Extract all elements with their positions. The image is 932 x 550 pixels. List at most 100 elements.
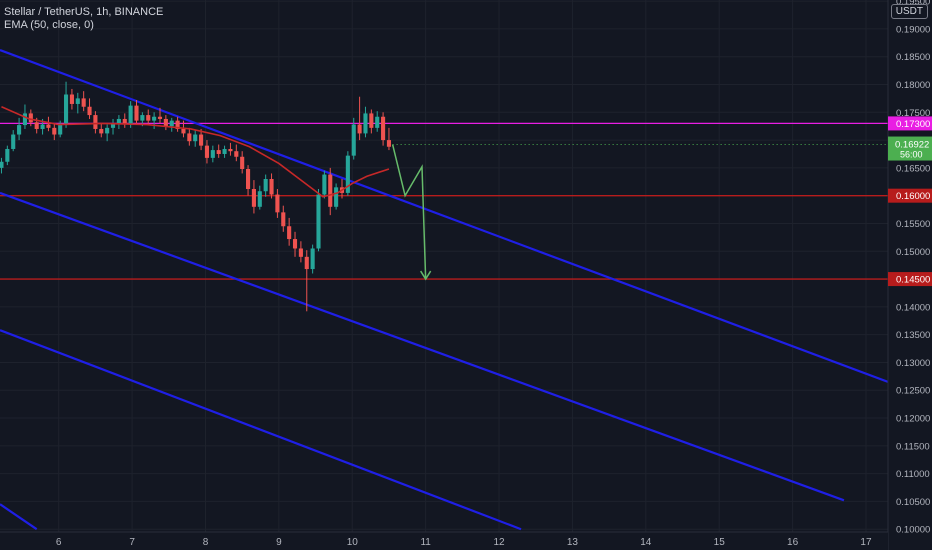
y-tick-label: 0.12000	[896, 414, 930, 425]
y-tick-label: 0.14000	[896, 302, 930, 313]
channel-trendline	[0, 503, 38, 531]
y-tick-label: 0.16500	[896, 163, 930, 174]
candle-body	[251, 189, 256, 207]
candle-body	[163, 118, 168, 127]
candle-body	[169, 120, 174, 127]
candle-body	[369, 113, 374, 128]
candle-body	[298, 248, 303, 257]
candle-body	[222, 148, 227, 154]
x-tick-label: 13	[567, 537, 579, 548]
candle-body	[28, 113, 33, 123]
level-price-tag	[888, 272, 932, 287]
candle-body	[17, 125, 22, 135]
candle-body	[58, 123, 63, 135]
candle-body	[234, 151, 239, 157]
candle-body	[304, 256, 309, 270]
candle-body	[81, 98, 86, 107]
candle-body	[292, 239, 298, 249]
y-tick-label: 0.17500	[896, 108, 930, 119]
x-tick-label: 8	[203, 537, 209, 548]
candle-body	[228, 148, 233, 152]
candle-body	[187, 133, 192, 142]
candle-body	[93, 115, 98, 129]
candle-body	[287, 226, 292, 240]
currency-button[interactable]: USDT	[890, 4, 928, 19]
candle-body	[275, 194, 280, 213]
candle-body	[345, 155, 350, 193]
candle-body	[63, 94, 69, 124]
candle-body	[75, 98, 80, 104]
candle-body	[157, 116, 163, 119]
candle-body	[386, 140, 392, 147]
level-price-label: 0.16000	[896, 191, 930, 202]
y-tick-label: 0.18000	[896, 80, 930, 91]
candle-body	[193, 134, 198, 142]
candle-body	[0, 161, 4, 168]
candle-body	[46, 124, 51, 128]
indicator-label[interactable]: EMA (50, close, 0)	[4, 19, 94, 31]
candle-body	[22, 113, 28, 126]
x-tick-label: 14	[640, 537, 652, 548]
candle-body	[257, 191, 262, 207]
level-price-tag	[888, 116, 932, 131]
x-tick-label: 16	[787, 537, 799, 548]
candle-body	[40, 124, 45, 129]
candle-body	[245, 168, 251, 190]
candle-body	[11, 134, 16, 149]
projection-path	[391, 144, 432, 281]
candle-body	[134, 105, 139, 121]
chart-legend: Stellar / TetherUS, 1h, BINANCE EMA (50,…	[4, 6, 163, 32]
price-axis[interactable]: 0.10000 0.10500 0.11000 0.11500 0.12000 0.125…	[887, 0, 932, 550]
y-tick-label: 0.12500	[896, 386, 930, 397]
x-tick-label: 10	[347, 537, 359, 548]
candle-body	[375, 116, 380, 128]
last-price-tag	[888, 136, 932, 161]
ema-line	[1, 106, 390, 198]
time-axis-background	[0, 532, 888, 550]
y-tick-label: 0.11500	[896, 441, 930, 452]
x-tick-label: 7	[129, 537, 135, 548]
candle-body	[34, 122, 39, 129]
x-tick-label: 17	[860, 537, 872, 548]
y-tick-label: 0.13000	[896, 358, 930, 369]
last-price-label: 0.16922	[895, 140, 929, 151]
y-tick-label: 0.19500	[896, 0, 930, 8]
candle-body	[381, 116, 386, 141]
y-tick-label: 0.15500	[896, 219, 930, 230]
projection-polyline	[391, 144, 427, 280]
candle-body	[328, 174, 333, 207]
candlestick-series	[0, 81, 392, 312]
candle-body	[204, 145, 210, 158]
candle-body	[310, 248, 315, 270]
y-tick-label: 0.10000	[896, 525, 930, 536]
level-price-label: 0.17300	[896, 119, 930, 130]
candle-body	[240, 156, 245, 169]
y-tick-label: 0.15000	[896, 247, 930, 258]
candle-body	[116, 118, 121, 124]
y-tick-label: 0.19000	[896, 24, 930, 35]
candle-body	[69, 94, 74, 104]
candle-body	[281, 212, 286, 227]
candle-body	[334, 187, 339, 207]
candle-body	[52, 127, 57, 135]
candle-body	[181, 128, 186, 134]
channel-lines	[0, 49, 889, 531]
candle-body	[199, 134, 204, 146]
candle-body	[105, 127, 110, 134]
y-tick-label: 0.11000	[896, 469, 930, 480]
x-tick-label: 6	[56, 537, 62, 548]
candle-body	[152, 116, 157, 121]
channel-trendline	[0, 49, 889, 383]
candle-body	[128, 105, 133, 125]
candle-body	[175, 120, 180, 129]
candle-body	[110, 123, 116, 128]
time-axis[interactable]: 6 7 8 9 10 11 12 13 14 15 16 17	[0, 531, 888, 550]
candle-body	[99, 128, 104, 134]
channel-trendline	[0, 191, 845, 502]
x-tick-label: 12	[493, 537, 505, 548]
candle-body	[140, 115, 145, 121]
symbol-title[interactable]: Stellar / TetherUS, 1h, BINANCE	[4, 6, 164, 18]
ema-polyline	[1, 106, 390, 198]
